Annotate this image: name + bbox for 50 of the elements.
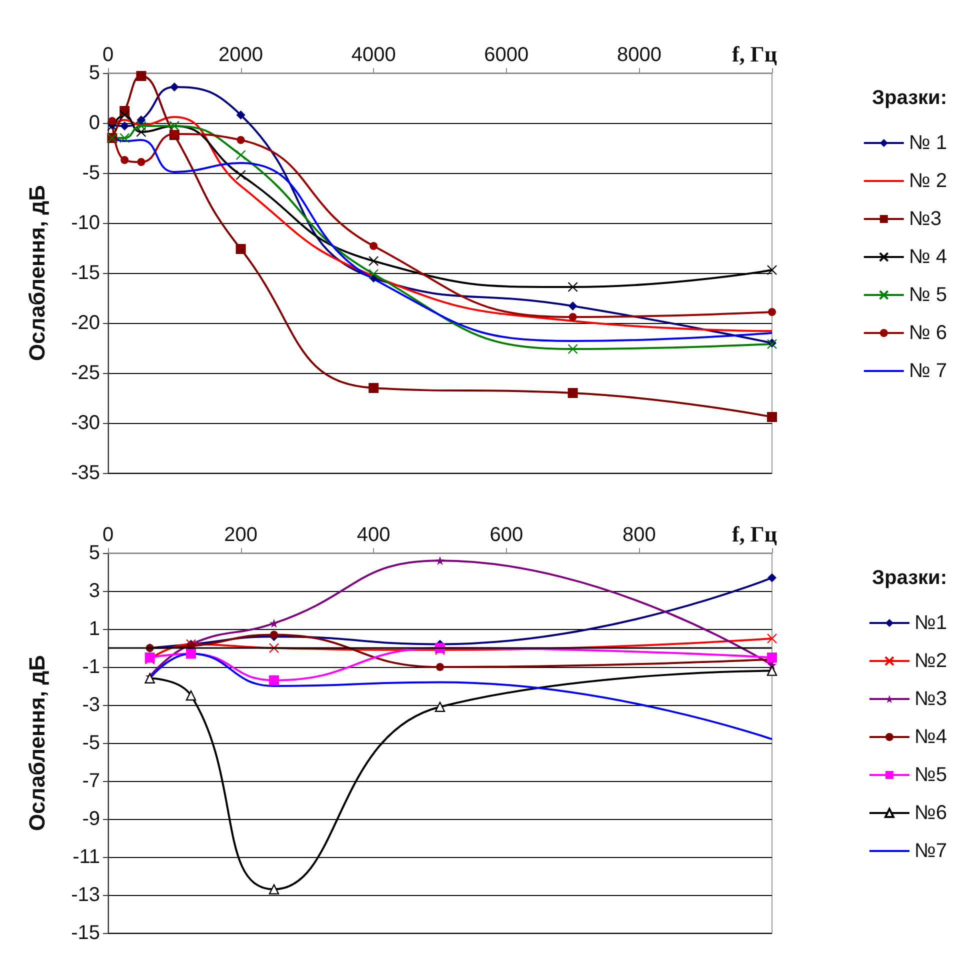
y-tick-label: -30 — [71, 412, 100, 434]
x-axis-title: f, Гц — [732, 522, 778, 546]
legend-label: № 5 — [908, 284, 948, 306]
y-tick-label: -1 — [82, 656, 100, 678]
y-tick-label: -25 — [71, 362, 100, 384]
y-axis-title: Ослаблення, дБ — [24, 654, 50, 831]
y-tick-label: -11 — [72, 846, 100, 868]
legend-title: Зразки: — [872, 567, 948, 589]
legend-label: №3 — [908, 208, 942, 230]
y-tick-label: -13 — [71, 884, 100, 906]
y-tick-label: -7 — [82, 770, 100, 792]
y-tick-label: -15 — [71, 262, 100, 284]
y-tick-label: -3 — [82, 694, 100, 716]
x-tick-label: 800 — [622, 524, 656, 546]
y-tick-label: -9 — [82, 808, 100, 830]
y-tick-label: -15 — [71, 922, 100, 944]
legend-label: №6 — [914, 802, 947, 824]
y-tick-label: 0 — [88, 112, 100, 134]
legend-label: №1 — [914, 612, 947, 634]
legend-label: №4 — [914, 726, 947, 748]
x-tick-label: 6000 — [484, 44, 529, 66]
y-tick-label: -20 — [71, 312, 100, 334]
x-tick-label: 200 — [224, 524, 258, 546]
x-tick-label: 400 — [356, 524, 390, 546]
y-tick-label: 1 — [88, 618, 100, 640]
y-tick-label: 3 — [88, 580, 100, 602]
y-tick-label: -5 — [82, 162, 100, 184]
legend-label: №7 — [914, 840, 947, 862]
y-tick-label: -10 — [71, 212, 100, 234]
legend-label: №3 — [914, 688, 947, 710]
y-tick-label: -5 — [82, 732, 100, 754]
y-axis-title: Ослаблення, дБ — [24, 184, 50, 361]
legend-label: № 4 — [908, 246, 948, 268]
x-tick-label: 2000 — [218, 44, 264, 66]
y-tick-label: 5 — [88, 542, 100, 564]
x-tick-label: 0 — [102, 524, 114, 546]
x-tick-label: 600 — [490, 524, 524, 546]
x-tick-label: 0 — [102, 44, 114, 66]
x-tick-label: 4000 — [351, 44, 396, 66]
legend-label: № 6 — [908, 322, 948, 344]
legend-title: Зразки: — [872, 87, 948, 109]
legend-label: №5 — [914, 764, 947, 786]
legend-label: № 7 — [908, 360, 948, 382]
legend-label: № 2 — [908, 170, 948, 192]
legend-label: № 1 — [908, 132, 948, 154]
x-tick-label: 8000 — [616, 44, 662, 66]
y-tick-label: 5 — [88, 62, 100, 84]
legend-label: №2 — [914, 650, 947, 672]
x-axis-title: f, Гц — [732, 42, 778, 66]
y-tick-label: -35 — [71, 462, 100, 484]
